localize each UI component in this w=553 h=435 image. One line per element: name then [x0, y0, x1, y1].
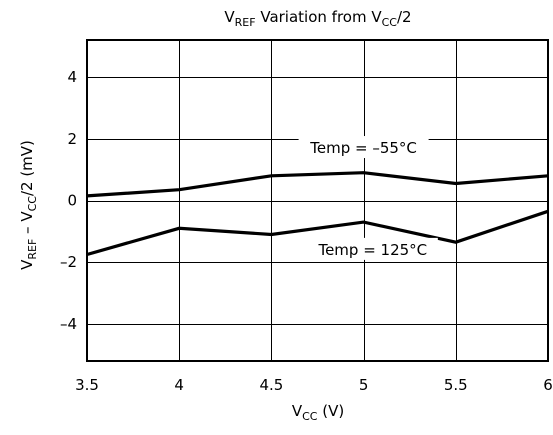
series-group — [86, 171, 549, 257]
x-tick-label: 5 — [359, 376, 369, 394]
x-tick-label: 6 — [543, 376, 553, 394]
x-tick-labels: 3.5 4 4.5 5 5.5 6 — [75, 376, 553, 394]
series-line-2 — [86, 209, 549, 257]
series-annotation-background — [307, 237, 438, 260]
series-annotation-background — [298, 136, 429, 159]
x-tick-label: 4.5 — [259, 376, 283, 394]
y-tick-label: 0 — [67, 192, 77, 210]
x-tick-label: 3.5 — [75, 376, 99, 394]
x-tick-label: 5.5 — [444, 376, 468, 394]
y-axis-title: VREF – VCC/2 (mV) — [18, 140, 39, 270]
plot-frame — [86, 39, 549, 362]
y-tick-label: 4 — [67, 68, 77, 86]
y-tick-label: 2 — [67, 130, 77, 148]
series-annotation-label: Temp = 125°C — [317, 241, 427, 259]
y-tick-labels: 4 2 0 –2 –4 — [60, 68, 77, 333]
x-axis-title: VCC (V) — [292, 402, 344, 423]
series-line-1 — [86, 171, 549, 198]
y-tick-label: –4 — [60, 315, 77, 333]
x-tick-label: 4 — [174, 376, 184, 394]
y-tick-label: –2 — [60, 253, 77, 271]
grid — [87, 40, 548, 361]
annotation-group: Temp = –55°C Temp = 125°C — [298, 136, 438, 260]
series-annotation-label: Temp = –55°C — [309, 139, 417, 157]
chart-title: VREF Variation from VCC/2 — [224, 8, 411, 29]
